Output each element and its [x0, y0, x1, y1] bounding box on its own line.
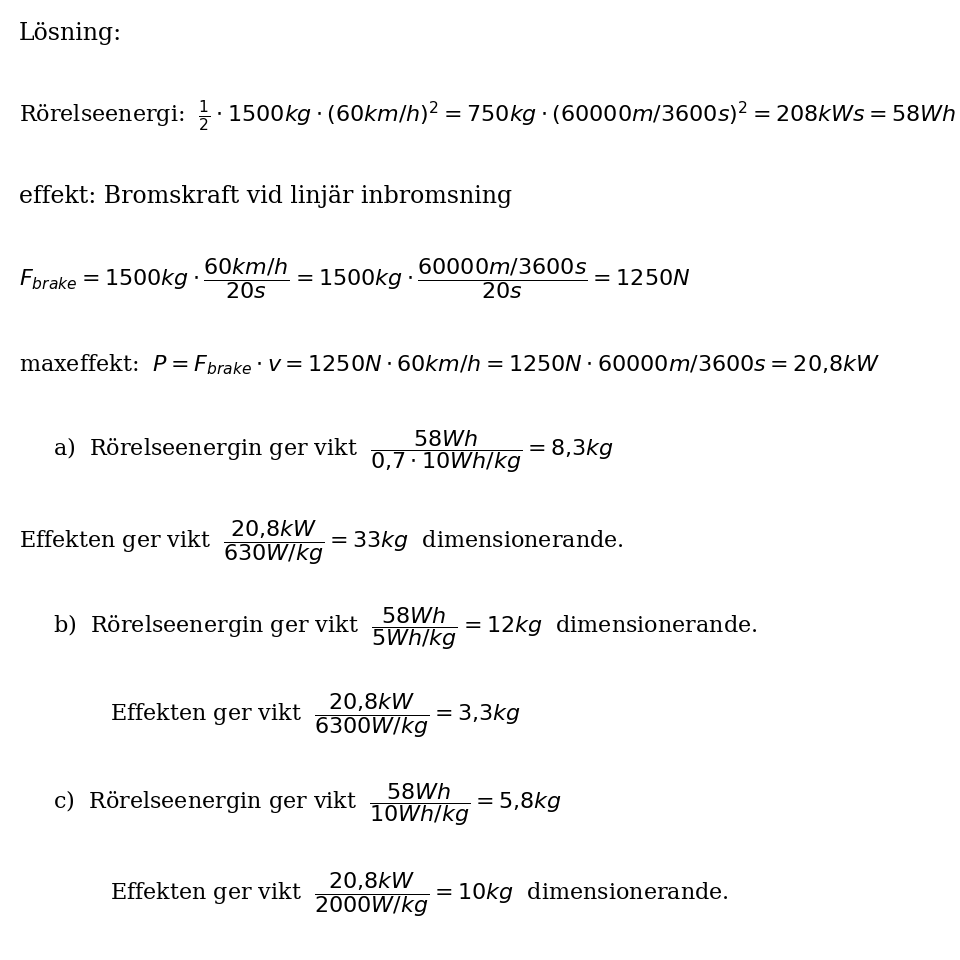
Text: $F_{brake} = 1500kg\cdot\dfrac{60km/h}{20s} = 1500kg\cdot\dfrac{60000m/3600s}{20: $F_{brake} = 1500kg\cdot\dfrac{60km/h}{2…: [19, 256, 690, 300]
Text: Effekten ger vikt  $\dfrac{20{,}8kW}{6300W/kg} = 3{,}3kg$: Effekten ger vikt $\dfrac{20{,}8kW}{6300…: [110, 691, 521, 739]
Text: Effekten ger vikt  $\dfrac{20{,}8kW}{630W/kg} = 33kg$  dimensionerande.: Effekten ger vikt $\dfrac{20{,}8kW}{630W…: [19, 518, 624, 566]
Text: Lösning:: Lösning:: [19, 22, 122, 45]
Text: b)  Rörelseenergin ger vikt  $\dfrac{58Wh}{5Wh/kg} = 12kg$  dimensionerande.: b) Rörelseenergin ger vikt $\dfrac{58Wh}…: [53, 606, 757, 652]
Text: maxeffekt:  $P = F_{brake}\cdot v = 1250N\cdot 60km/h = 1250N\cdot 60000m/3600s : maxeffekt: $P = F_{brake}\cdot v = 1250N…: [19, 352, 880, 377]
Text: Rörelseenergi:  $\frac{1}{2}\cdot 1500kg\cdot(60km/h)^{2} = 750kg\cdot(60000m/36: Rörelseenergi: $\frac{1}{2}\cdot 1500kg\…: [19, 98, 957, 132]
Text: c)  Rörelseenergin ger vikt  $\dfrac{58Wh}{10Wh/kg} = 5{,}8kg$: c) Rörelseenergin ger vikt $\dfrac{58Wh}…: [53, 781, 562, 828]
Text: effekt: Bromskraft vid linjär inbromsning: effekt: Bromskraft vid linjär inbromsnin…: [19, 185, 513, 208]
Text: a)  Rörelseenergin ger vikt  $\dfrac{58Wh}{0{,}7\cdot 10Wh/kg} = 8{,}3kg$: a) Rörelseenergin ger vikt $\dfrac{58Wh}…: [53, 428, 613, 474]
Text: Effekten ger vikt  $\dfrac{20{,}8kW}{2000W/kg} = 10kg$  dimensionerande.: Effekten ger vikt $\dfrac{20{,}8kW}{2000…: [110, 871, 730, 919]
